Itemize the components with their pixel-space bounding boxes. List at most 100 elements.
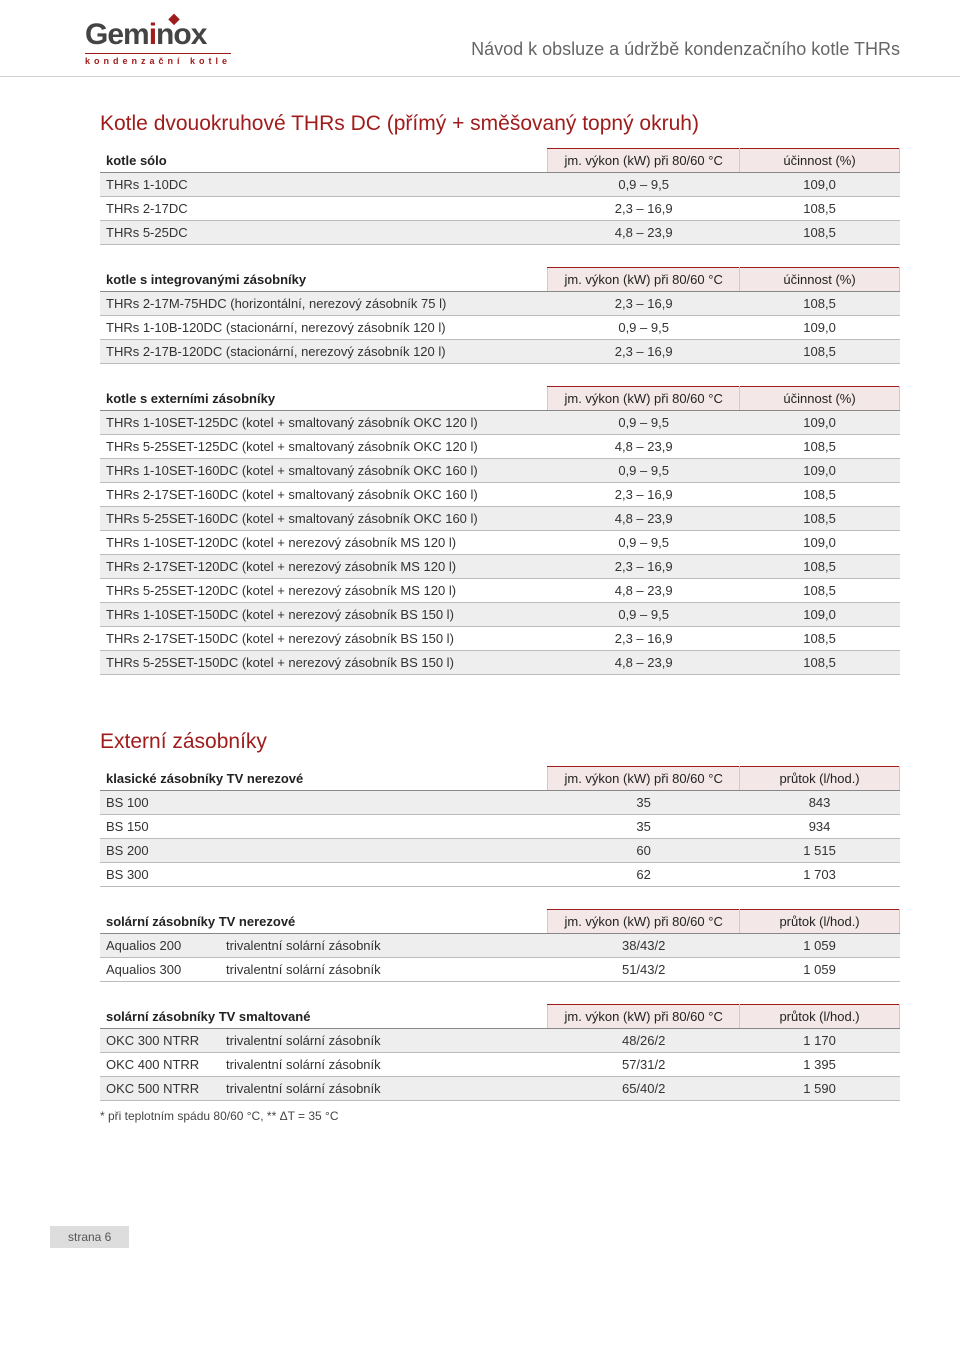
section1-tables: kotle sólojm. výkon (kW) při 80/60 °Cúči… <box>100 148 900 675</box>
table-row: THRs 2-17SET-160DC (kotel + smaltovaný z… <box>100 483 900 507</box>
row-desc: trivalentní solární zásobník <box>226 1033 381 1048</box>
section2-title: Externí zásobníky <box>100 730 900 754</box>
table-row: BS 300621 703 <box>100 863 900 887</box>
table-cell: 57/31/2 <box>548 1053 740 1077</box>
page: ◆ Geminox kondenzační kotle Návod k obsl… <box>0 0 960 1290</box>
table-cell: 2,3 – 16,9 <box>548 340 740 364</box>
data-table: solární zásobníky TV smaltovanéjm. výkon… <box>100 1004 900 1101</box>
table-cell: BS 200 <box>100 839 548 863</box>
table-cell: 62 <box>548 863 740 887</box>
table-cell: THRs 5-25SET-120DC (kotel + nerezový zás… <box>100 579 548 603</box>
table-cell: 2,3 – 16,9 <box>548 483 740 507</box>
table-header: průtok (l/hod.) <box>740 1005 900 1029</box>
table-cell: OKC 300 NTRRtrivalentní solární zásobník <box>100 1029 548 1053</box>
table-row: OKC 400 NTRRtrivalentní solární zásobník… <box>100 1053 900 1077</box>
table-header: účinnost (%) <box>740 387 900 411</box>
table-cell: 1 395 <box>740 1053 900 1077</box>
table-cell: 0,9 – 9,5 <box>548 411 740 435</box>
table-row: Aqualios 200trivalentní solární zásobník… <box>100 934 900 958</box>
table-row: THRs 2-17SET-120DC (kotel + nerezový zás… <box>100 555 900 579</box>
table-cell: THRs 2-17SET-120DC (kotel + nerezový zás… <box>100 555 548 579</box>
table-cell: 108,5 <box>740 627 900 651</box>
table-row: THRs 2-17B-120DC (stacionární, nerezový … <box>100 340 900 364</box>
table-cell: 1 059 <box>740 958 900 982</box>
table-cell: 0,9 – 9,5 <box>548 316 740 340</box>
table-cell: 4,8 – 23,9 <box>548 579 740 603</box>
table-cell: THRs 2-17DC <box>100 197 548 221</box>
document-title: Návod k obsluze a údržbě kondenzačního k… <box>471 39 900 66</box>
table-cell: 108,5 <box>740 651 900 675</box>
table-row: THRs 5-25SET-125DC (kotel + smaltovaný z… <box>100 435 900 459</box>
table-cell: 108,5 <box>740 555 900 579</box>
table-cell: 109,0 <box>740 316 900 340</box>
table-header: jm. výkon (kW) při 80/60 °C <box>548 387 740 411</box>
page-number: strana 6 <box>50 1226 129 1248</box>
section2-tables: klasické zásobníky TV nerezovéjm. výkon … <box>100 766 900 1101</box>
table-cell: BS 150 <box>100 815 548 839</box>
table-cell: 48/26/2 <box>548 1029 740 1053</box>
table-header: kotle s externími zásobníky <box>100 387 548 411</box>
logo-wordmark: ◆ Geminox <box>85 20 206 50</box>
table-cell: 108,5 <box>740 221 900 245</box>
content: Kotle dvouokruhové THRs DC (přímý + směš… <box>0 112 960 1123</box>
table-cell: 1 515 <box>740 839 900 863</box>
table-cell: 60 <box>548 839 740 863</box>
table-header: jm. výkon (kW) při 80/60 °C <box>548 149 740 173</box>
table-cell: THRs 5-25SET-160DC (kotel + smaltovaný z… <box>100 507 548 531</box>
table-row: THRs 5-25DC4,8 – 23,9108,5 <box>100 221 900 245</box>
table-row: THRs 5-25SET-120DC (kotel + nerezový zás… <box>100 579 900 603</box>
table-cell: OKC 400 NTRRtrivalentní solární zásobník <box>100 1053 548 1077</box>
table-cell: 109,0 <box>740 459 900 483</box>
table-cell: 4,8 – 23,9 <box>548 651 740 675</box>
data-table: solární zásobníky TV nerezovéjm. výkon (… <box>100 909 900 982</box>
table-cell: THRs 1-10SET-120DC (kotel + nerezový zás… <box>100 531 548 555</box>
logo-text-pre: Gem <box>85 18 149 51</box>
table-cell: 35 <box>548 791 740 815</box>
table-cell: Aqualios 300trivalentní solární zásobník <box>100 958 548 982</box>
row-desc: trivalentní solární zásobník <box>226 1081 381 1096</box>
table-header: jm. výkon (kW) při 80/60 °C <box>548 268 740 292</box>
table-cell: 1 059 <box>740 934 900 958</box>
table-cell: 0,9 – 9,5 <box>548 603 740 627</box>
row-name: OKC 500 NTRR <box>106 1081 226 1096</box>
row-name: Aqualios 200 <box>106 938 226 953</box>
table-cell: 2,3 – 16,9 <box>548 292 740 316</box>
table-cell: OKC 500 NTRRtrivalentní solární zásobník <box>100 1077 548 1101</box>
table-cell: 843 <box>740 791 900 815</box>
table-row: OKC 500 NTRRtrivalentní solární zásobník… <box>100 1077 900 1101</box>
table-cell: 51/43/2 <box>548 958 740 982</box>
table-header: účinnost (%) <box>740 268 900 292</box>
table-cell: BS 100 <box>100 791 548 815</box>
table-cell: THRs 2-17B-120DC (stacionární, nerezový … <box>100 340 548 364</box>
table-row: THRs 1-10DC0,9 – 9,5109,0 <box>100 173 900 197</box>
table-row: BS 10035843 <box>100 791 900 815</box>
row-desc: trivalentní solární zásobník <box>226 938 381 953</box>
table-cell: 109,0 <box>740 411 900 435</box>
table-cell: BS 300 <box>100 863 548 887</box>
table-cell: 108,5 <box>740 340 900 364</box>
table-cell: THRs 1-10B-120DC (stacionární, nerezový … <box>100 316 548 340</box>
table-cell: 109,0 <box>740 531 900 555</box>
table-cell: 4,8 – 23,9 <box>548 221 740 245</box>
table-header: jm. výkon (kW) při 80/60 °C <box>548 767 740 791</box>
table-cell: 1 170 <box>740 1029 900 1053</box>
table-row: THRs 2-17SET-150DC (kotel + nerezový zás… <box>100 627 900 651</box>
table-row: THRs 1-10SET-125DC (kotel + smaltovaný z… <box>100 411 900 435</box>
table-row: THRs 5-25SET-150DC (kotel + nerezový zás… <box>100 651 900 675</box>
table-row: BS 15035934 <box>100 815 900 839</box>
logo-tagline: kondenzační kotle <box>85 53 231 66</box>
table-cell: 2,3 – 16,9 <box>548 197 740 221</box>
table-header: průtok (l/hod.) <box>740 910 900 934</box>
data-table: klasické zásobníky TV nerezovéjm. výkon … <box>100 766 900 887</box>
table-cell: 0,9 – 9,5 <box>548 459 740 483</box>
table-cell: THRs 5-25SET-125DC (kotel + smaltovaný z… <box>100 435 548 459</box>
table-cell: THRs 1-10SET-150DC (kotel + nerezový zás… <box>100 603 548 627</box>
table-header: jm. výkon (kW) při 80/60 °C <box>548 1005 740 1029</box>
table-row: THRs 1-10SET-120DC (kotel + nerezový zás… <box>100 531 900 555</box>
table-cell: THRs 5-25SET-150DC (kotel + nerezový zás… <box>100 651 548 675</box>
table-cell: 108,5 <box>740 483 900 507</box>
table-cell: 108,5 <box>740 579 900 603</box>
table-row: THRs 5-25SET-160DC (kotel + smaltovaný z… <box>100 507 900 531</box>
table-row: THRs 1-10SET-160DC (kotel + smaltovaný z… <box>100 459 900 483</box>
table-cell: 35 <box>548 815 740 839</box>
